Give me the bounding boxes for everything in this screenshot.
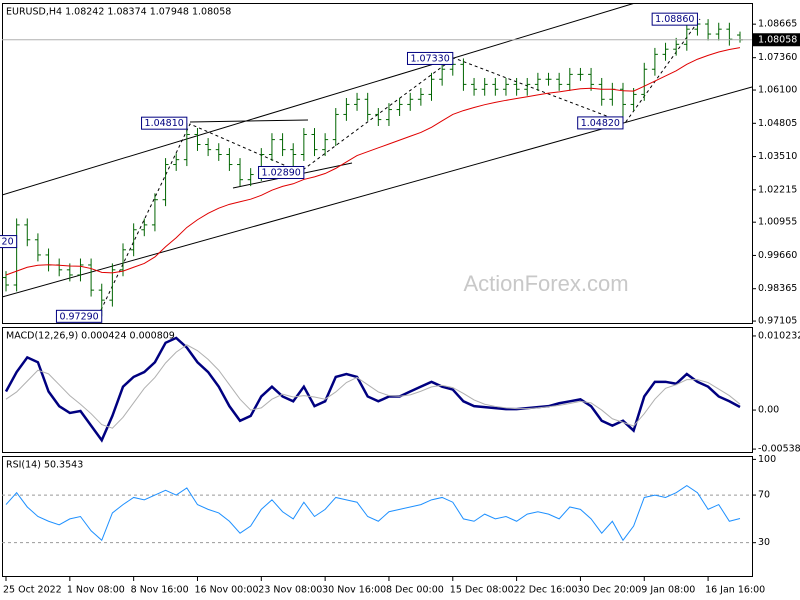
x-tick-label: 30 Dec 20:00 xyxy=(577,585,641,596)
annotation-label: 0.97290 xyxy=(59,311,98,322)
panel-title: RSI(14) 50.3543 xyxy=(6,460,83,471)
y-tick-label: 1.02215 xyxy=(758,184,797,195)
annotation-box xyxy=(406,51,454,65)
macd-line xyxy=(4,336,741,443)
annotation-label: 1.02890 xyxy=(262,167,301,178)
y-tick-label: 1.07360 xyxy=(758,52,797,63)
annotation: 1.04810 xyxy=(141,116,188,130)
channel-upper xyxy=(2,3,636,196)
x-tick-label: 25 Oct 2022 xyxy=(3,585,62,596)
annotation: 1.08860 xyxy=(651,12,698,26)
y-tick-label: 1.06100 xyxy=(758,85,797,96)
watermark: ActionForex.com xyxy=(463,271,628,296)
y-tick-label: 0.97105 xyxy=(758,316,797,327)
y-tick-label: 100 xyxy=(758,454,776,465)
annotation-box xyxy=(577,116,624,130)
annotation: 0.97290 xyxy=(55,309,103,323)
x-tick-label: 8 Nov 16:00 xyxy=(131,585,189,596)
x-tick-label: 15 Dec 08:00 xyxy=(450,585,514,596)
y-tick-label: 1.04805 xyxy=(758,118,797,129)
annotation-box xyxy=(651,12,698,26)
rsi-panel xyxy=(2,456,753,577)
y-tick-label: 70 xyxy=(758,490,770,501)
x-tick-label: 8 Dec 00:00 xyxy=(386,585,444,596)
y-tick-label: 0.99660 xyxy=(758,250,797,261)
annotation: 1.07330 xyxy=(406,51,454,65)
annotation-box xyxy=(141,116,188,130)
annotation-label: 1.07330 xyxy=(410,53,449,64)
x-tick-label: 9 Jan 08:00 xyxy=(641,585,695,596)
y-tick-label: 0.010232 xyxy=(758,330,800,341)
annotation-label: 20 xyxy=(2,237,14,248)
x-tick-label: 30 Nov 16:00 xyxy=(322,585,386,596)
moving-average xyxy=(5,47,741,276)
resistance-line xyxy=(189,119,309,123)
annotation: 1.04820 xyxy=(577,116,624,130)
x-tick-label: 1 Nov 08:00 xyxy=(67,585,125,596)
annotation-label: 1.08860 xyxy=(655,14,694,25)
wave-line xyxy=(100,18,701,311)
x-tick-label: 16 Jan 16:00 xyxy=(705,585,765,596)
y-tick-label: 1.03510 xyxy=(758,151,797,162)
x-tick-label: 16 Nov 00:00 xyxy=(194,585,258,596)
annotation: 1.02890 xyxy=(258,165,305,179)
annotation: 20 xyxy=(0,235,18,249)
annotation-box xyxy=(0,235,18,249)
y-tick-label: 1.08665 xyxy=(758,19,797,30)
channel-lower xyxy=(2,86,752,298)
y-tick-label: 30 xyxy=(758,537,770,548)
last-price-label: 1.08058 xyxy=(758,34,797,45)
x-tick-label: 22 Dec 16:00 xyxy=(514,585,578,596)
x-tick-label: 23 Nov 08:00 xyxy=(258,585,322,596)
panel-title: MACD(12,26,9) 0.000424 0.000809 xyxy=(6,331,175,342)
y-tick-label: -0.005389 xyxy=(758,444,800,455)
annotation-box xyxy=(55,309,103,323)
panel-title: EURUSD,H4 1.08242 1.08374 1.07948 1.0805… xyxy=(6,7,231,18)
price-panel xyxy=(2,3,753,324)
macd-panel xyxy=(2,327,753,453)
rsi-line xyxy=(5,484,741,542)
annotation-label: 1.04810 xyxy=(145,118,184,129)
y-tick-label: 0.98365 xyxy=(758,283,797,294)
price-plot xyxy=(3,19,743,317)
last-price-box xyxy=(752,33,800,47)
drawings xyxy=(2,3,752,311)
annotation-box xyxy=(258,165,305,179)
annotation-label: 1.04820 xyxy=(581,118,620,129)
signal-line xyxy=(5,344,741,429)
y-tick-label: 0.00 xyxy=(758,405,779,416)
y-tick-label: 1.00955 xyxy=(758,217,797,228)
